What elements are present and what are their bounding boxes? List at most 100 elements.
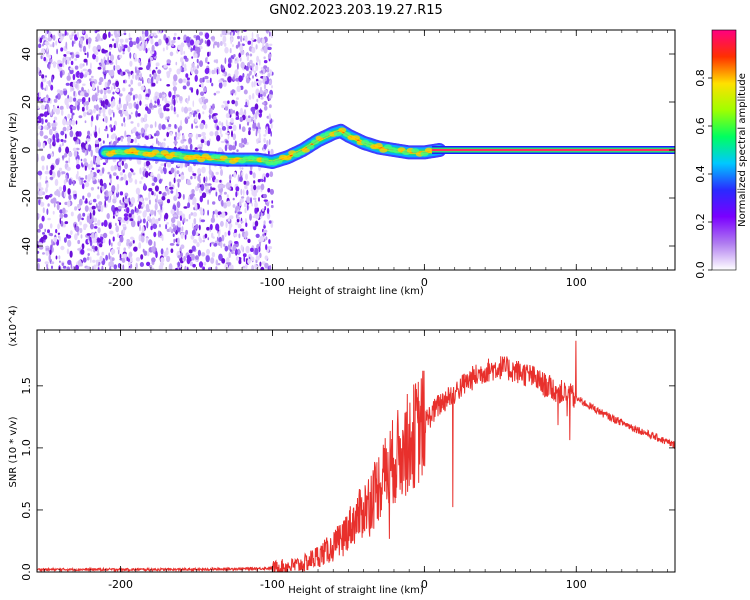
noise-speckle <box>118 93 123 97</box>
noise-speckle <box>123 122 126 127</box>
noise-speckle <box>85 143 89 149</box>
noise-speckle <box>263 193 267 199</box>
noise-speckle <box>128 242 133 247</box>
noise-speckle <box>194 69 199 75</box>
noise-speckle <box>116 104 119 111</box>
noise-speckle <box>176 50 179 54</box>
noise-speckle <box>174 171 177 178</box>
noise-speckle <box>96 203 98 208</box>
noise-speckle <box>242 253 247 258</box>
noise-speckle <box>122 71 126 76</box>
noise-speckle <box>215 223 220 231</box>
noise-speckle <box>122 169 126 173</box>
noise-speckle <box>155 250 158 259</box>
noise-speckle <box>235 221 239 226</box>
noise-speckle <box>124 162 128 170</box>
noise-speckle <box>118 109 123 114</box>
noise-speckle <box>255 44 258 50</box>
noise-speckle <box>93 155 96 163</box>
noise-speckle <box>154 202 158 211</box>
noise-speckle <box>148 191 151 200</box>
noise-speckle <box>72 179 75 186</box>
noise-speckle <box>71 114 74 120</box>
noise-speckle <box>183 255 187 262</box>
noise-speckle <box>234 100 238 107</box>
noise-speckle <box>37 67 40 74</box>
noise-speckle <box>63 152 68 158</box>
noise-speckle <box>66 234 69 237</box>
noise-speckle <box>235 191 238 198</box>
noise-speckle <box>195 133 199 140</box>
noise-speckle <box>84 150 87 157</box>
noise-speckle <box>77 214 82 221</box>
noise-speckle <box>177 132 181 137</box>
noise-speckle <box>127 260 131 267</box>
noise-speckle <box>83 162 89 168</box>
noise-speckle <box>209 107 212 115</box>
noise-speckle <box>76 231 80 236</box>
noise-speckle <box>55 255 58 260</box>
noise-speckle <box>74 206 78 211</box>
noise-speckle <box>81 106 85 112</box>
noise-speckle <box>168 123 172 128</box>
noise-speckle <box>235 111 239 117</box>
noise-speckle <box>173 177 176 184</box>
noise-speckle <box>45 250 49 256</box>
noise-speckle <box>211 187 216 191</box>
y-tick-label: -40 <box>20 237 33 255</box>
noise-speckle <box>192 222 194 229</box>
noise-speckle <box>97 238 101 243</box>
noise-speckle <box>219 127 222 135</box>
noise-speckle <box>73 150 78 158</box>
noise-speckle <box>102 238 106 244</box>
noise-speckle <box>140 127 145 134</box>
noise-speckle <box>75 120 78 125</box>
noise-speckle <box>67 259 72 265</box>
noise-speckle <box>173 74 178 82</box>
noise-speckle <box>194 118 198 123</box>
noise-speckle <box>250 256 255 262</box>
noise-speckle <box>166 131 170 138</box>
noise-speckle <box>137 122 140 128</box>
noise-speckle <box>130 87 134 92</box>
noise-speckle <box>241 172 244 176</box>
noise-speckle <box>198 224 201 231</box>
noise-speckle <box>96 253 100 256</box>
noise-speckle <box>227 187 232 190</box>
noise-speckle <box>172 233 175 237</box>
noise-speckle <box>170 105 174 111</box>
noise-speckle <box>94 125 97 133</box>
noise-speckle <box>125 38 129 43</box>
noise-speckle <box>65 146 70 154</box>
noise-speckle <box>151 44 155 53</box>
noise-speckle <box>52 42 55 48</box>
noise-speckle <box>108 252 110 260</box>
noise-speckle <box>110 179 112 184</box>
noise-speckle <box>92 259 96 263</box>
noise-speckle <box>255 233 260 238</box>
noise-speckle <box>116 212 119 216</box>
noise-speckle <box>130 209 135 215</box>
noise-speckle <box>210 241 215 245</box>
noise-speckle <box>251 264 254 270</box>
noise-speckle <box>124 69 130 73</box>
noise-speckle <box>176 114 179 118</box>
noise-speckle <box>59 212 64 219</box>
noise-speckle <box>53 105 56 113</box>
noise-speckle <box>74 134 76 138</box>
noise-speckle <box>148 239 153 246</box>
noise-speckle <box>91 205 96 210</box>
noise-speckle <box>137 203 142 210</box>
noise-speckle <box>144 117 147 123</box>
noise-speckle <box>55 107 61 115</box>
noise-speckle <box>45 103 50 109</box>
figure-title: GN02.2023.203.19.27.R15 <box>269 3 443 18</box>
noise-speckle <box>128 84 131 87</box>
noise-speckle <box>53 236 58 243</box>
noise-speckle <box>44 228 46 233</box>
noise-speckle <box>188 249 193 254</box>
noise-speckle <box>200 209 204 216</box>
noise-speckle <box>146 221 149 229</box>
noise-speckle <box>224 263 229 270</box>
noise-speckle <box>151 257 156 263</box>
